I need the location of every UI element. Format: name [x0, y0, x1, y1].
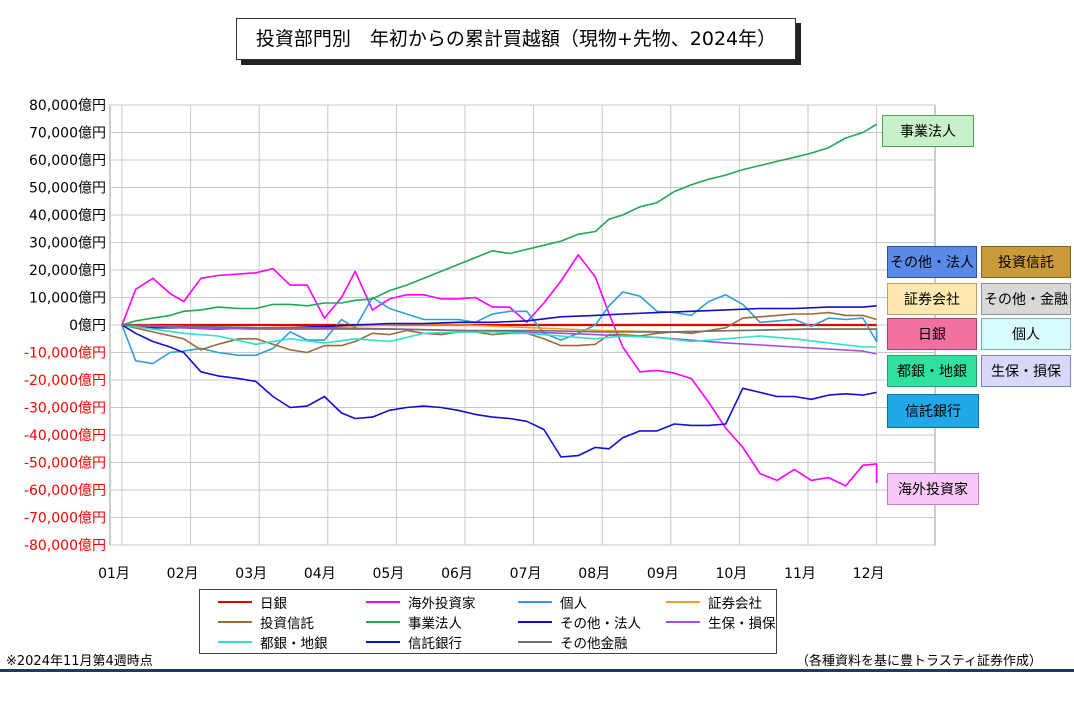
callout-0: 事業法人 [882, 115, 974, 147]
legend-item-9: 信託銀行 [366, 632, 462, 652]
legend-swatch [366, 641, 400, 643]
callout-6: 個人 [981, 318, 1071, 350]
legend-swatch [366, 601, 400, 603]
legend-swatch [518, 641, 552, 643]
legend-item-10: その他金融 [518, 632, 628, 652]
legend-item-3: 証券会社 [666, 592, 762, 612]
series-line-10 [121, 324, 877, 333]
x-tick-label: 11月 [784, 566, 816, 582]
y-tick-label: -40,000億円 [24, 428, 106, 444]
series-lines [121, 123, 878, 487]
y-tick-label: -30,000億円 [24, 401, 106, 417]
y-tick-label: 70,000億円 [29, 126, 106, 142]
legend-swatch [366, 621, 400, 623]
legend-swatch [666, 621, 700, 623]
series-line-9 [121, 324, 877, 458]
callout-3: 証券会社 [887, 283, 977, 315]
x-tick-label: 03月 [235, 566, 267, 582]
legend-item-7: 生保・損保 [666, 612, 776, 632]
legend-label: 都銀・地銀 [260, 636, 328, 652]
series-line-5 [121, 123, 878, 326]
legend-swatch [218, 601, 252, 603]
legend: 日銀 海外投資家 個人 証券会社投資信託 事業法人 その他・法人 生保・損保都銀・地銀 信託銀… [199, 589, 777, 654]
y-tick-label: -80,000億円 [24, 538, 106, 554]
series-line-1 [121, 254, 878, 487]
callout-7: 都銀・地銀 [887, 355, 977, 387]
chart-title: 投資部門別 年初からの累計買越額（現物+先物、2024年） [236, 18, 796, 60]
legend-item-5: 事業法人 [366, 612, 462, 632]
y-tick-label: -70,000億円 [24, 511, 106, 527]
y-tick-label: -20,000億円 [24, 373, 106, 389]
x-tick-label: 05月 [372, 566, 404, 582]
legend-item-6: その他・法人 [518, 612, 641, 632]
y-tick-label: 30,000億円 [29, 236, 106, 252]
legend-item-8: 都銀・地銀 [218, 632, 328, 652]
legend-item-1: 海外投資家 [366, 592, 476, 612]
legend-swatch [218, 621, 252, 623]
legend-label: その他金融 [560, 636, 628, 652]
callout-1: その他・法人 [887, 246, 977, 278]
legend-swatch [518, 621, 552, 623]
callout-5: 日銀 [887, 318, 977, 350]
legend-label: その他・法人 [560, 616, 641, 632]
x-tick-label: 07月 [510, 566, 542, 582]
x-tick-label: 10月 [715, 566, 747, 582]
series-line-8 [121, 324, 877, 348]
legend-label: 日銀 [260, 596, 287, 612]
x-tick-label: 04月 [304, 566, 336, 582]
legend-label: 個人 [560, 596, 587, 612]
legend-swatch [666, 601, 700, 603]
footnote-source: （各種資料を基に豊トラスティ証券作成） [796, 654, 1042, 669]
series-line-2 [121, 291, 878, 365]
x-tick-label: 02月 [167, 566, 199, 582]
y-tick-label: 40,000億円 [29, 208, 106, 224]
x-axis-ticks: 01月 02月 03月 04月 05月 06月 07月 08月 09月 10月 11月 12月 [98, 566, 884, 582]
x-tick-label: 09月 [647, 566, 679, 582]
y-tick-label: 20,000億円 [29, 263, 106, 279]
legend-label: 信託銀行 [408, 636, 462, 652]
bottom-rule [0, 669, 1074, 672]
series-line-7 [121, 324, 877, 355]
y-tick-label: 10,000億円 [29, 291, 106, 307]
x-tick-label: 01月 [98, 566, 130, 582]
callout-10: 海外投資家 [887, 473, 979, 505]
legend-swatch [218, 641, 252, 643]
legend-swatch [518, 601, 552, 603]
legend-label: 証券会社 [708, 596, 762, 612]
y-tick-label: 80,000億円 [29, 98, 106, 114]
legend-item-4: 投資信託 [218, 612, 314, 632]
legend-label: 投資信託 [260, 616, 314, 632]
y-tick-label: -10,000億円 [24, 346, 106, 362]
x-tick-label: 06月 [441, 566, 473, 582]
y-tick-label: -50,000億円 [24, 456, 106, 472]
x-tick-label: 12月 [853, 566, 885, 582]
legend-item-0: 日銀 [218, 592, 287, 612]
legend-label: 生保・損保 [708, 616, 776, 632]
callout-9: 信託銀行 [887, 394, 979, 428]
callout-4: その他・金融 [981, 283, 1071, 315]
y-axis-ticks: 80,000億円 70,000億円 60,000億円 50,000億円 40,000億円… [24, 98, 106, 554]
x-tick-label: 08月 [578, 566, 610, 582]
y-tick-label: 60,000億円 [29, 153, 106, 169]
callout-2: 投資信託 [981, 246, 1071, 278]
legend-item-2: 個人 [518, 592, 587, 612]
y-tick-label: -60,000億円 [24, 483, 106, 499]
y-tick-label: 50,000億円 [29, 181, 106, 197]
legend-label: 海外投資家 [408, 596, 476, 612]
y-tick-label: 0億円 [69, 318, 106, 334]
callout-8: 生保・損保 [981, 355, 1071, 387]
legend-label: 事業法人 [408, 616, 462, 632]
footnote-date: ※2024年11月第4週時点 [6, 654, 153, 669]
